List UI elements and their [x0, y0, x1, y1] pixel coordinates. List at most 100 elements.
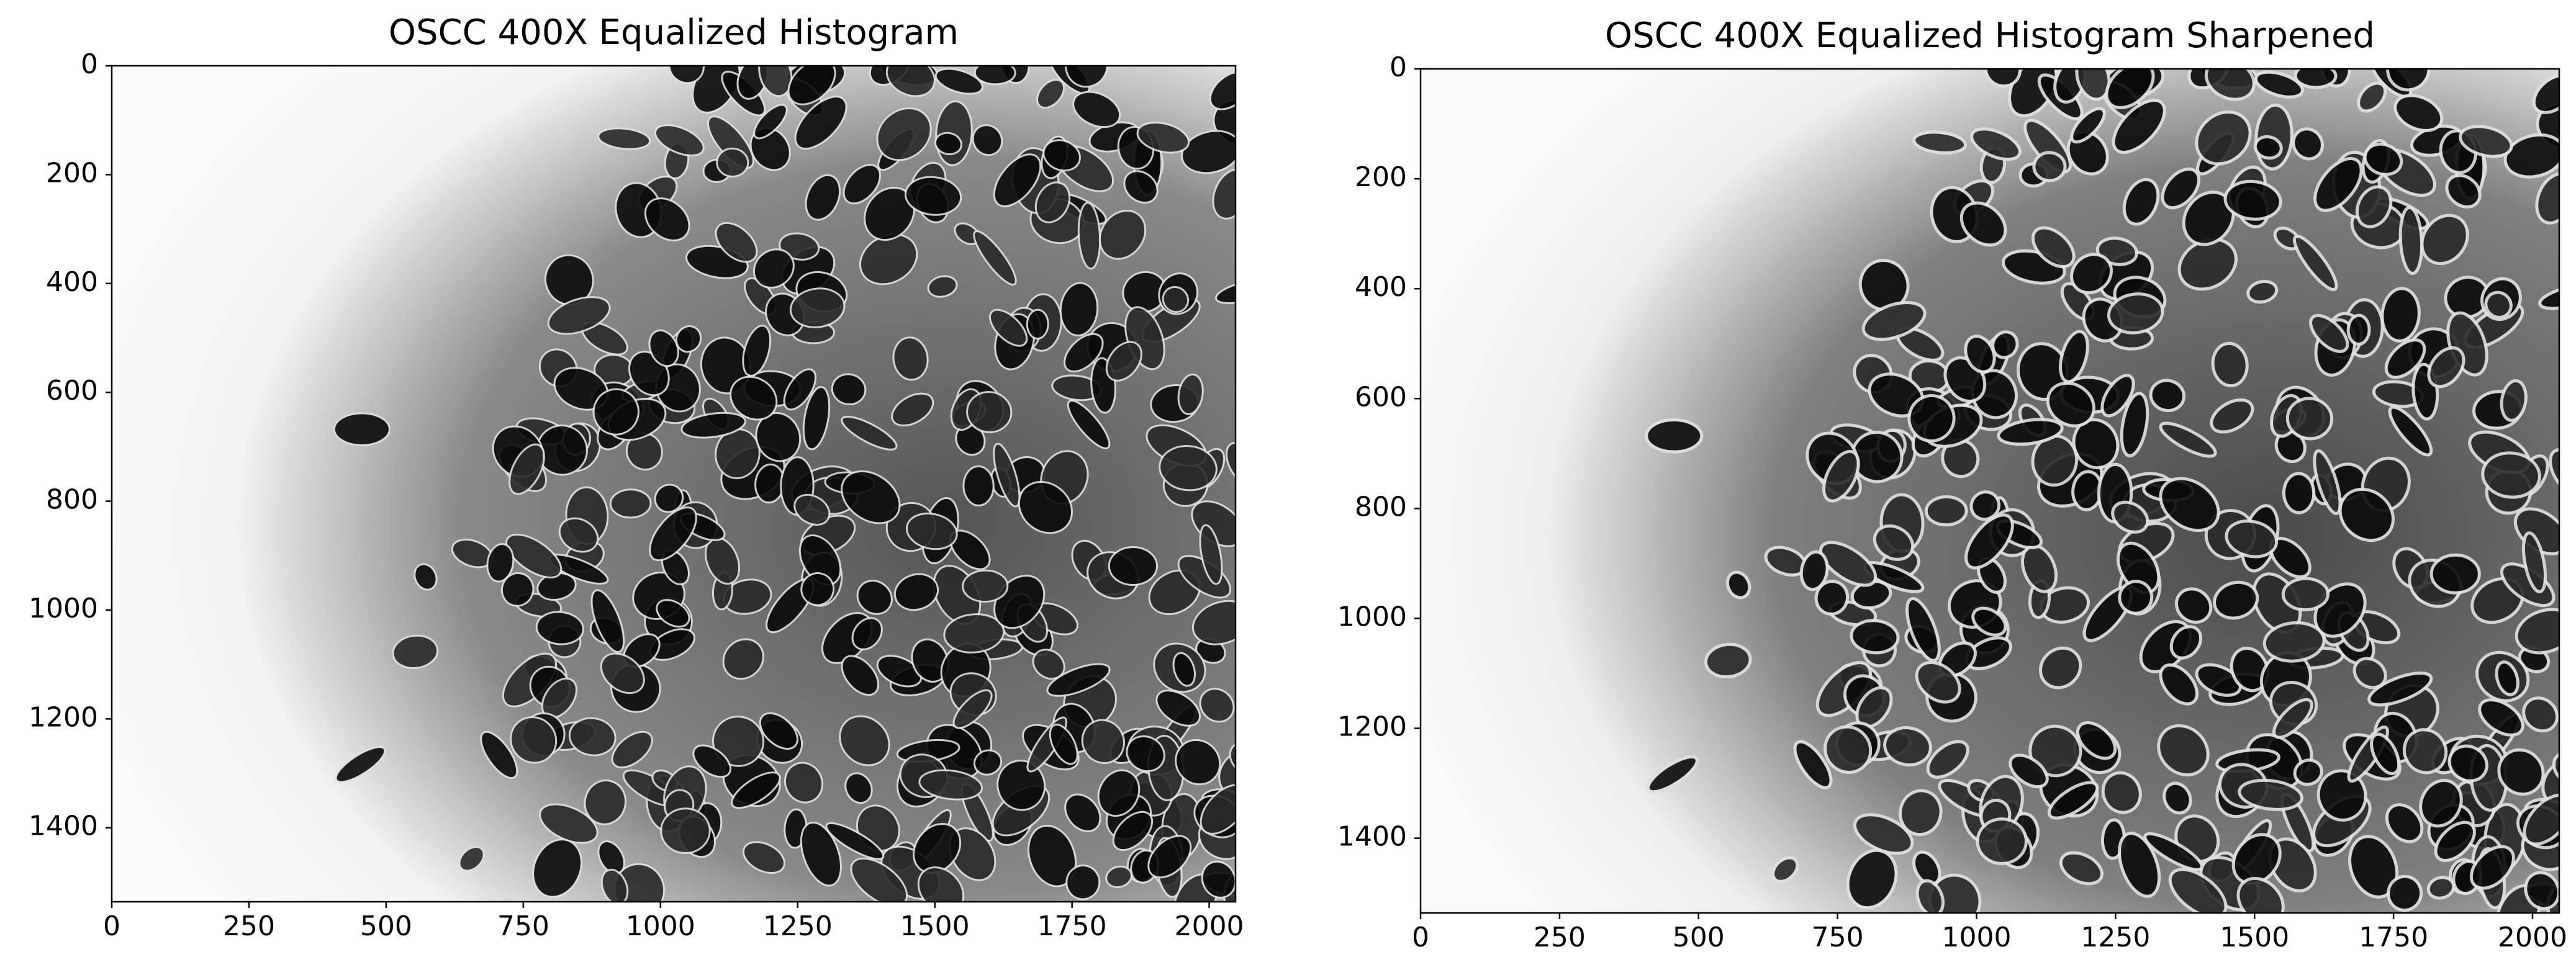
cell	[2316, 769, 2367, 822]
cell	[2174, 587, 2213, 624]
cell	[2143, 832, 2204, 871]
cell	[2230, 647, 2270, 693]
cell	[2253, 135, 2283, 160]
cell	[752, 248, 795, 289]
cell	[2532, 73, 2559, 114]
x-tick-label: 0	[103, 910, 120, 942]
cell	[1175, 739, 1221, 786]
cell	[787, 66, 836, 106]
x-tick-label: 2000	[2498, 922, 2567, 953]
cell	[973, 749, 1003, 776]
cell	[2039, 646, 2082, 690]
cell	[2169, 625, 2203, 660]
cell	[2484, 290, 2513, 319]
cell	[547, 296, 611, 335]
cell	[590, 589, 625, 654]
cell	[1036, 79, 1065, 109]
cell	[712, 716, 765, 767]
cell	[486, 543, 515, 583]
cell	[2535, 172, 2559, 225]
x-tick-label: 0	[1412, 922, 1429, 953]
cell	[1046, 663, 1111, 697]
cell	[1850, 619, 1900, 655]
cell	[966, 391, 1013, 433]
cell	[1824, 725, 1873, 774]
cell	[2427, 346, 2465, 389]
cell	[2495, 660, 2520, 696]
cell	[1123, 170, 1159, 204]
axes-frame	[111, 65, 1237, 903]
cell	[1136, 122, 1190, 154]
cell	[2313, 449, 2342, 515]
cell	[2070, 253, 2113, 295]
cell	[911, 638, 949, 683]
cell	[2112, 99, 2166, 154]
cell	[584, 779, 627, 825]
cell	[2285, 397, 2334, 441]
cell	[392, 634, 439, 670]
cell	[784, 762, 824, 804]
cell	[1177, 373, 1204, 415]
cell	[2429, 553, 2481, 595]
cell	[1771, 856, 1799, 883]
axes-frame	[1419, 68, 2560, 914]
cell	[934, 68, 983, 95]
cell	[2116, 541, 2161, 595]
y-tick-label: 0	[81, 48, 98, 80]
cell	[876, 655, 923, 688]
chart-title: OSCC 400X Equalized Histogram	[389, 12, 959, 53]
cell	[1915, 879, 1945, 913]
x-tick-label: 250	[1534, 922, 1586, 953]
x-tick-label: 2000	[1175, 910, 1244, 942]
cell	[2355, 185, 2393, 228]
cell	[1098, 209, 1147, 260]
cell	[2388, 405, 2433, 457]
cell	[1822, 449, 1860, 503]
cell	[793, 493, 831, 526]
cell	[2357, 81, 2387, 113]
cell	[1028, 824, 1077, 887]
cell	[798, 534, 842, 586]
cell	[600, 652, 645, 694]
cell	[692, 744, 731, 778]
cell	[1105, 865, 1132, 889]
cell	[2500, 379, 2528, 422]
cell	[913, 823, 962, 874]
x-tick-label: 1500	[2220, 922, 2289, 953]
cell	[1846, 848, 1898, 910]
cell	[841, 415, 898, 451]
cell	[2402, 728, 2448, 775]
cell	[2075, 69, 2111, 101]
cell	[1034, 181, 1071, 223]
cell	[1064, 793, 1101, 832]
cell	[654, 124, 705, 157]
cell	[2162, 781, 2192, 815]
cell	[759, 712, 798, 750]
cell	[1064, 333, 1104, 373]
y-tick-label: 1000	[29, 593, 98, 624]
cell	[905, 512, 958, 550]
cell	[458, 846, 485, 872]
cell	[2223, 179, 2282, 221]
cell	[1067, 399, 1111, 449]
cell	[2497, 748, 2545, 796]
cell	[1969, 490, 2001, 521]
cell	[2238, 778, 2303, 811]
cell	[1212, 168, 1236, 220]
cell	[2120, 392, 2149, 457]
cell	[609, 488, 652, 519]
panel: 0 250 500 750 1000 1250 1500 1750 2000 0 200 400 600…	[29, 12, 1244, 942]
cell	[2523, 793, 2559, 846]
cell	[2558, 891, 2576, 924]
cell	[904, 176, 962, 216]
cell	[779, 232, 820, 261]
cell	[993, 443, 1021, 508]
cell	[2380, 287, 2421, 343]
x-tick-label: 1750	[1037, 910, 1107, 942]
cell	[800, 572, 835, 606]
cell	[535, 611, 584, 645]
cell	[876, 107, 932, 161]
cell	[1725, 570, 1751, 600]
cell	[500, 572, 535, 607]
cell	[2293, 758, 2323, 786]
